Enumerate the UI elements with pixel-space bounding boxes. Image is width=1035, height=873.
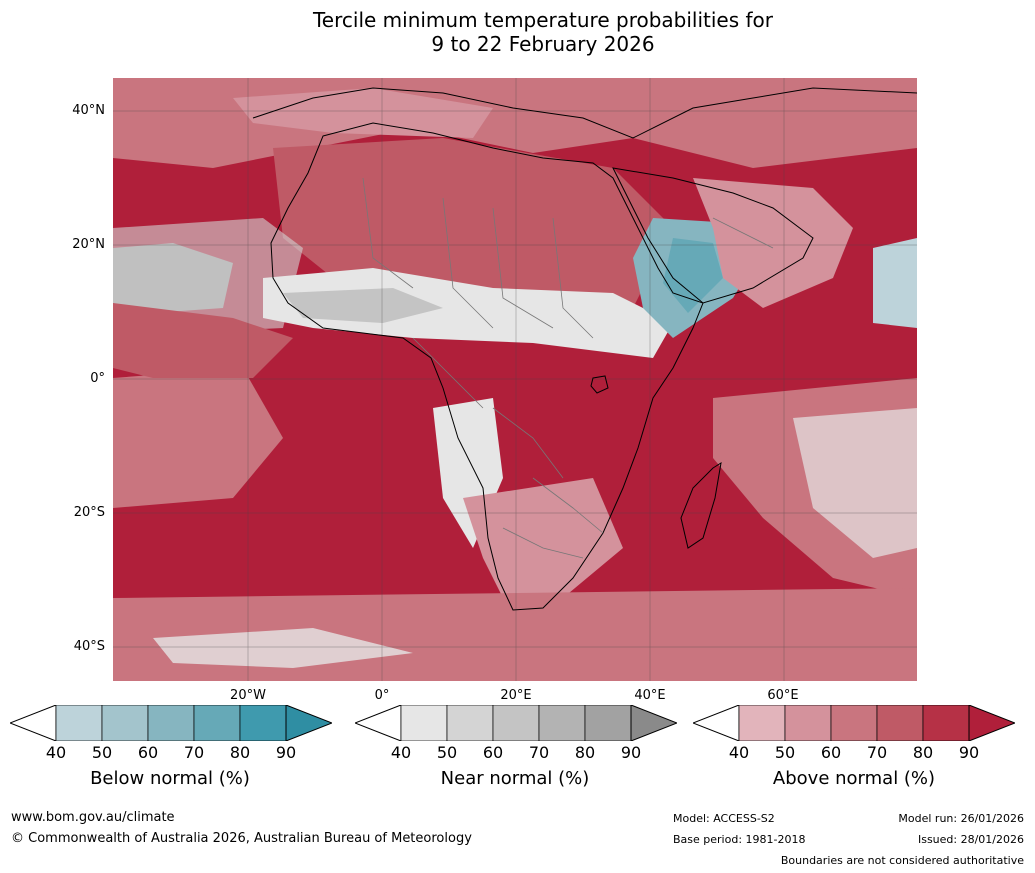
footer-base-period: Base period: 1981-2018 — [673, 833, 806, 846]
coastlines — [252, 87, 917, 611]
colorbar-tick-label: 50 — [436, 743, 458, 762]
region-sahel-grey — [283, 288, 443, 323]
arabia-coastline — [612, 167, 814, 304]
colorbar-segment — [446, 705, 494, 741]
region-south-ocean-near — [153, 628, 413, 668]
colorbar-low-extend — [693, 705, 740, 741]
colorbar-segment — [922, 705, 970, 741]
region-east-grey — [873, 238, 917, 328]
title-line-2: 9 to 22 February 2026 — [431, 32, 655, 56]
madagascar-coastline — [680, 461, 722, 549]
colorbar-label-above: Above normal (%) — [772, 768, 936, 789]
colorbar-low-extend — [10, 705, 57, 741]
colorbar-high-extend — [630, 705, 677, 741]
colorbar-segment — [876, 705, 924, 741]
colorbar-tick-label: 60 — [820, 743, 842, 762]
probability-map — [113, 78, 917, 681]
colorbar-segment — [784, 705, 832, 741]
region-indian-near — [793, 408, 917, 558]
lon-label-60e: 60°E — [767, 688, 799, 703]
colorbar-tick-label: 80 — [574, 743, 596, 762]
lon-label-20w: 20°W — [230, 688, 266, 703]
footer-copyright: © Commonwealth of Australia 2026, Austra… — [11, 831, 472, 846]
colorbar-segment — [492, 705, 540, 741]
colorbar-tick-label: 90 — [620, 743, 642, 762]
region-west-atl-light — [113, 218, 303, 333]
colorbar-tick-label: 60 — [482, 743, 504, 762]
colorbar-label-below: Below normal (%) — [90, 768, 250, 789]
colorbar-label-near: Near normal (%) — [440, 768, 590, 789]
colorbar-near-normal — [355, 705, 677, 741]
colorbar-segment — [738, 705, 786, 741]
colorbar-tick-label: 70 — [528, 743, 550, 762]
lat-label-0: 0° — [90, 371, 105, 386]
colorbar-tick-label: 90 — [275, 743, 297, 762]
colorbar-tick-label: 50 — [91, 743, 113, 762]
colorbar-low-extend — [355, 705, 402, 741]
colorbar-tick-label: 80 — [912, 743, 934, 762]
colorbar-tick-label: 40 — [390, 743, 412, 762]
footer-url[interactable]: www.bom.gov.au/climate — [11, 810, 175, 825]
colorbar-segment — [830, 705, 878, 741]
country-borders — [362, 177, 774, 559]
colorbar-tick-label: 70 — [866, 743, 888, 762]
europe-coastline — [252, 87, 917, 139]
region-south-africa-light — [463, 478, 623, 598]
colorbar-tick-label: 40 — [45, 743, 67, 762]
lat-label-20n: 20°N — [72, 237, 105, 252]
colorbar-high-extend — [285, 705, 332, 741]
colorbar-tick-label: 50 — [774, 743, 796, 762]
colorbar-tick-label: 70 — [183, 743, 205, 762]
colorbar-above-normal — [693, 705, 1015, 741]
lake-victoria — [590, 375, 609, 394]
colorbar-segment — [584, 705, 632, 741]
colorbar-tick-label: 40 — [728, 743, 750, 762]
colorbar-tick-label: 80 — [229, 743, 251, 762]
footer-disclaimer: Boundaries are not considered authoritat… — [780, 854, 1024, 867]
probability-regions — [113, 78, 917, 681]
lon-label-40e: 40°E — [634, 688, 666, 703]
colorbar-segment — [147, 705, 195, 741]
colorbar-high-extend — [968, 705, 1015, 741]
colorbar-segment — [400, 705, 448, 741]
colorbar-below-normal — [10, 705, 332, 741]
map-title: Tercile minimum temperature probabilitie… — [0, 8, 1035, 56]
lat-label-40n: 40°N — [72, 103, 105, 118]
lon-label-20e: 20°E — [500, 688, 532, 703]
region-south-atl-light — [113, 368, 283, 508]
lat-label-20s: 20°S — [73, 505, 105, 520]
colorbar-segment — [101, 705, 149, 741]
footer-model: Model: ACCESS-S2 — [673, 812, 775, 825]
colorbar-tick-label: 90 — [958, 743, 980, 762]
colorbar-segment — [193, 705, 241, 741]
footer-issued: Issued: 28/01/2026 — [917, 833, 1024, 846]
colorbar-segment — [538, 705, 586, 741]
lon-label-0: 0° — [374, 688, 390, 703]
title-line-1: Tercile minimum temperature probabilitie… — [312, 8, 774, 32]
colorbar-tick-label: 60 — [137, 743, 159, 762]
region-arabia-light — [693, 178, 853, 308]
colorbar-segment — [239, 705, 287, 741]
lat-label-40s: 40°S — [73, 639, 105, 654]
region-med-light — [233, 88, 493, 138]
africa-coastline — [270, 122, 704, 611]
graticule — [113, 78, 917, 681]
footer-model-run: Model run: 26/01/2026 — [898, 812, 1024, 825]
colorbar-segment — [55, 705, 103, 741]
